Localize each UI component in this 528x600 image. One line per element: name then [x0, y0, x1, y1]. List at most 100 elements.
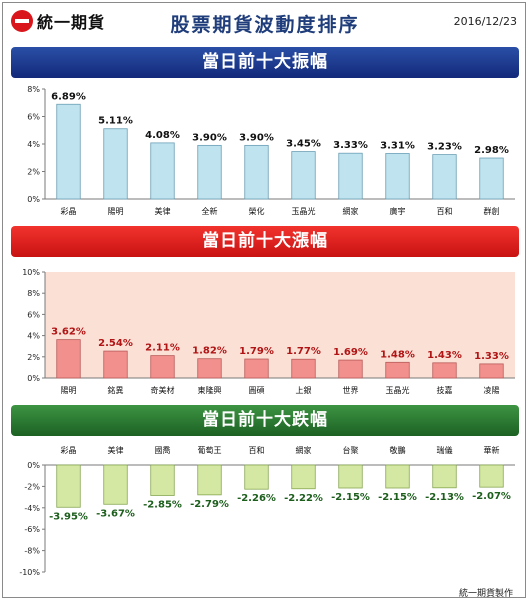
amplitude-value-label: 6.89% — [51, 91, 86, 102]
gainers-bar — [103, 350, 128, 379]
gainers-category-label: 上銀 — [296, 385, 312, 395]
gainers-y-tick-label: 4% — [27, 332, 40, 341]
amplitude-category-label: 全新 — [202, 206, 218, 216]
gainers-banner: 當日前十大漲幅 — [11, 226, 519, 257]
gainers-y-tick-label: 2% — [27, 353, 40, 362]
amplitude-value-label: 5.11% — [98, 116, 133, 127]
gainers-category-label: 圓碩 — [249, 386, 265, 395]
company-logo: 統一期貨 — [11, 9, 105, 33]
losers-value-label: -2.26% — [237, 493, 276, 504]
losers-bar — [338, 464, 363, 489]
amplitude-bar — [479, 157, 504, 200]
losers-bar — [103, 464, 128, 505]
losers-chart-svg: 0% -2% -4% -6% -8% -10% -3.95% 彩晶 -3.67% 美律 -2.85%… — [19, 445, 515, 577]
gainers-category-label: 銘異 — [108, 385, 124, 395]
losers-category-label: 葡萄王 — [198, 445, 222, 455]
losers-value-label: -2.22% — [284, 493, 323, 504]
gainers-bar — [150, 355, 175, 379]
gainers-value-label: 2.54% — [98, 338, 133, 349]
losers-bar — [385, 464, 410, 489]
amplitude-value-label: 3.33% — [333, 140, 368, 151]
losers-y-tick-label: 0% — [27, 461, 40, 470]
losers-category-label: 敬鵬 — [390, 445, 406, 455]
report-date: 2016/12/23 — [453, 15, 517, 28]
gainers-value-label: 1.77% — [286, 346, 321, 357]
amplitude-y-tick-label: 2% — [27, 168, 40, 177]
gainers-bar — [244, 358, 269, 379]
losers-bar — [291, 464, 316, 490]
amplitude-y-tick-label: 8% — [27, 85, 40, 94]
losers-category-label: 美律 — [108, 445, 124, 455]
gainers-value-label: 1.43% — [427, 350, 462, 361]
amplitude-bar — [103, 128, 128, 200]
amplitude-category-label: 美律 — [155, 206, 171, 216]
amplitude-category-label: 網家 — [343, 206, 359, 216]
gainers-category-label: 陽明 — [61, 386, 77, 395]
losers-bar — [197, 464, 222, 496]
gainers-category-label: 奇美材 — [151, 385, 175, 395]
losers-bar — [244, 464, 269, 490]
gainers-bar — [385, 361, 410, 379]
gainers-chart: 0% 2% 4% 6% 8% 10% 3.62% 陽明 2.54% 銘異 2.11% 奇美材 1.82%… — [11, 260, 519, 400]
losers-value-label: -2.07% — [472, 491, 511, 502]
page-title: 股票期貨波動度排序 — [170, 14, 360, 36]
amplitude-value-label: 4.08% — [145, 130, 180, 141]
losers-category-label: 華新 — [484, 445, 500, 455]
amplitude-y-tick-label: 4% — [27, 140, 40, 149]
gainers-bar — [432, 362, 457, 379]
amplitude-bar — [291, 151, 316, 200]
gainers-category-label: 技嘉 — [437, 385, 453, 395]
losers-bar — [479, 464, 504, 488]
report-header: 統一期貨 股票期貨波動度排序 2016/12/23 — [3, 3, 527, 41]
amplitude-chart: 0% 2% 4% 6% 8% 6.89% 彩晶 5.11% 陽明 4.08% 美律 3.90% 全新 3.… — [11, 81, 519, 221]
losers-y-tick-label: -6% — [24, 525, 40, 534]
amplitude-chart-svg: 0% 2% 4% 6% 8% 6.89% 彩晶 5.11% 陽明 4.08% 美律 3.90% 全新 3.… — [27, 85, 515, 216]
amplitude-bar — [150, 142, 175, 200]
amplitude-category-label: 榮化 — [249, 206, 265, 216]
logo-emblem-icon — [11, 10, 33, 32]
amplitude-category-label: 玉晶光 — [292, 206, 316, 216]
amplitude-bar — [56, 103, 81, 200]
losers-chart: 0% -2% -4% -6% -8% -10% -3.95% 彩晶 -3.67% 美律 -2.85%… — [11, 439, 519, 579]
gainers-y-tick-label: 6% — [27, 310, 40, 319]
amplitude-category-label: 彩晶 — [61, 206, 77, 216]
amplitude-y-tick-label: 0% — [27, 195, 40, 204]
logo-text: 統一期貨 — [37, 13, 106, 32]
amplitude-bar — [432, 154, 457, 200]
losers-bar — [56, 464, 81, 508]
losers-banner: 當日前十大跌幅 — [11, 405, 519, 436]
losers-category-label: 瑞儀 — [437, 445, 453, 455]
gainers-category-label: 玉晶光 — [386, 385, 410, 395]
amplitude-bar — [385, 153, 410, 200]
amplitude-bar — [197, 144, 222, 200]
losers-category-label: 彩晶 — [61, 445, 77, 455]
amplitude-value-label: 2.98% — [474, 145, 509, 156]
gainers-bar — [56, 339, 81, 379]
losers-bar — [432, 464, 457, 489]
losers-value-label: -3.95% — [49, 511, 88, 522]
losers-y-tick-label: -4% — [24, 504, 40, 513]
gainers-y-tick-label: 10% — [22, 268, 40, 277]
amplitude-bar — [244, 144, 269, 200]
losers-category-label: 網家 — [296, 445, 312, 455]
gainers-bar — [479, 363, 504, 379]
losers-y-tick-label: -2% — [24, 482, 40, 491]
amplitude-bar — [338, 152, 363, 200]
amplitude-value-label: 3.31% — [380, 140, 415, 151]
losers-value-label: -3.67% — [96, 508, 135, 519]
amplitude-category-label: 百和 — [437, 207, 453, 216]
gainers-category-label: 東隆興 — [198, 385, 222, 395]
amplitude-category-label: 陽明 — [108, 207, 124, 216]
gainers-bar — [197, 358, 222, 379]
gainers-bar — [338, 359, 363, 379]
losers-value-label: -2.79% — [190, 499, 229, 510]
losers-category-label: 百和 — [249, 446, 265, 455]
gainers-value-label: 1.82% — [192, 346, 227, 357]
gainers-y-tick-label: 8% — [27, 289, 40, 298]
gainers-bar — [291, 358, 316, 379]
losers-y-tick-label: -10% — [19, 568, 40, 577]
losers-value-label: -2.85% — [143, 499, 182, 510]
gainers-value-label: 1.69% — [333, 347, 368, 358]
losers-category-label: 國喬 — [155, 445, 171, 455]
gainers-value-label: 1.48% — [380, 349, 415, 360]
